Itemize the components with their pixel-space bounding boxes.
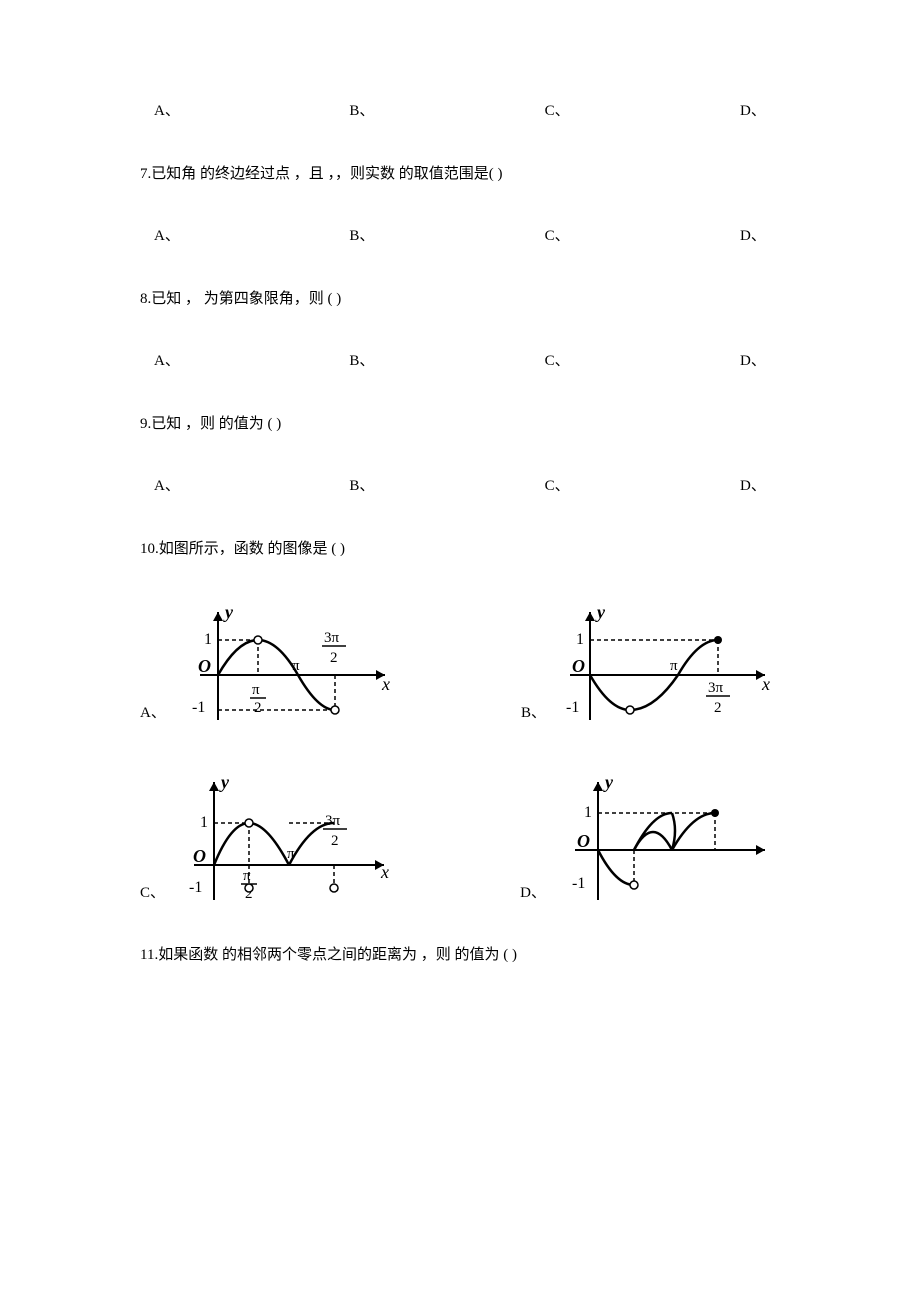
option-a: A、 [154, 100, 194, 123]
graph-option-a: A、 y 1 O -1 x 3π 2 π 2 [140, 600, 400, 730]
svg-text:1: 1 [204, 631, 212, 648]
svg-text:x: x [761, 674, 770, 694]
svg-text:-1: -1 [192, 699, 205, 716]
graph-c-svg: y 1 O -1 x π 2 π 3π 2 [169, 770, 399, 910]
option-c: C、 [545, 100, 585, 123]
svg-text:x: x [380, 862, 389, 882]
option-d: D、 [740, 100, 780, 123]
svg-text:O: O [572, 656, 585, 676]
option-b: B、 [349, 225, 389, 248]
question-8: 8.已知 ， 为第四象限角，则 ( ) [140, 288, 780, 311]
svg-text:y: y [595, 602, 606, 622]
svg-text:2: 2 [331, 833, 339, 849]
option-c: C、 [545, 225, 585, 248]
svg-text:2: 2 [330, 650, 338, 666]
svg-text:π: π [243, 868, 251, 884]
svg-text:1: 1 [200, 814, 208, 831]
question-11: 11.如果函数 的相邻两个零点之间的距离为 ，则 的值为 ( ) [140, 944, 780, 967]
option-a: A、 [154, 225, 194, 248]
graph-a-svg: y 1 O -1 x 3π 2 π 2 π [170, 600, 400, 730]
option-c-label: C、 [140, 882, 165, 905]
graph-d-svg: y 1 O -1 x π 2 π 3π 2 [550, 770, 780, 910]
svg-text:3π: 3π [325, 813, 341, 829]
q10-graphs-row-1: A、 y 1 O -1 x 3π 2 π 2 [140, 600, 780, 730]
graph-option-b: B、 y 1 O -1 x π 3π 2 [521, 600, 780, 730]
graph-b-svg: y 1 O -1 x π 3π 2 [550, 600, 780, 730]
q9-options: A、 B、 C、 D、 [154, 475, 780, 498]
svg-text:y: y [223, 602, 234, 622]
option-a-label: A、 [140, 702, 166, 725]
graph-option-c: C、 y 1 O -1 x π 2 π 3π 2 [140, 770, 399, 910]
option-a: A、 [154, 475, 194, 498]
option-c: C、 [545, 475, 585, 498]
question-10: 10.如图所示，函数 的图像是 ( ) [140, 538, 780, 561]
svg-text:-1: -1 [572, 875, 585, 892]
svg-text:O: O [193, 846, 206, 866]
question-9: 9.已知 ，则 的值为 ( ) [140, 413, 780, 436]
svg-text:1: 1 [584, 804, 592, 821]
option-d: D、 [740, 350, 780, 373]
option-b: B、 [349, 100, 389, 123]
svg-text:π: π [252, 682, 260, 698]
svg-text:y: y [603, 772, 614, 792]
question-7: 7.已知角 的终边经过点 ，且 ，，则实数 的取值范围是( ) [140, 163, 780, 186]
svg-text:3π: 3π [708, 680, 724, 696]
svg-text:x: x [381, 674, 390, 694]
q8-options: A、 B、 C、 D、 [154, 350, 780, 373]
option-b: B、 [349, 350, 389, 373]
option-d: D、 [740, 225, 780, 248]
svg-text:-1: -1 [189, 879, 202, 896]
option-b: B、 [349, 475, 389, 498]
svg-text:2: 2 [254, 700, 262, 716]
q10-graphs-row-2: C、 y 1 O -1 x π 2 π 3π 2 [140, 770, 780, 910]
svg-text:-1: -1 [566, 699, 579, 716]
svg-text:1: 1 [576, 631, 584, 648]
svg-text:2: 2 [714, 700, 722, 716]
svg-text:O: O [198, 656, 211, 676]
svg-text:y: y [219, 772, 230, 792]
option-d-label: D、 [520, 882, 546, 905]
option-b-label: B、 [521, 702, 546, 725]
svg-text:π: π [670, 658, 678, 674]
svg-text:O: O [577, 831, 590, 851]
svg-text:3π: 3π [324, 630, 340, 646]
q6-options: A、 B、 C、 D、 [154, 100, 780, 123]
option-a: A、 [154, 350, 194, 373]
option-d: D、 [740, 475, 780, 498]
graph-option-d: D、 y 1 O -1 x π 2 π 3π 2 [520, 770, 780, 910]
q7-options: A、 B、 C、 D、 [154, 225, 780, 248]
option-c: C、 [545, 350, 585, 373]
